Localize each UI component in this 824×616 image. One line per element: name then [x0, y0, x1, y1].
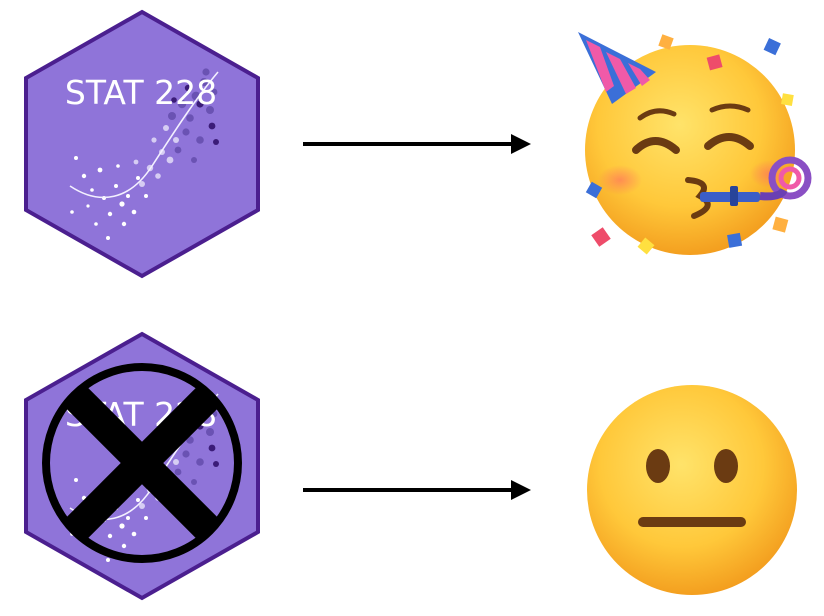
arrow-right-icon: [303, 480, 531, 500]
neutral-face-icon: [587, 385, 797, 595]
partying-face-icon: [578, 32, 812, 255]
row-1: STAT 228: [24, 10, 812, 278]
prohibited-cross-icon: [42, 363, 242, 563]
arrow-right-icon: [303, 134, 531, 154]
row-2: STAT 228: [24, 332, 797, 600]
stat228-badge: STAT 228: [24, 10, 260, 278]
badge-label: STAT 228: [65, 73, 217, 112]
